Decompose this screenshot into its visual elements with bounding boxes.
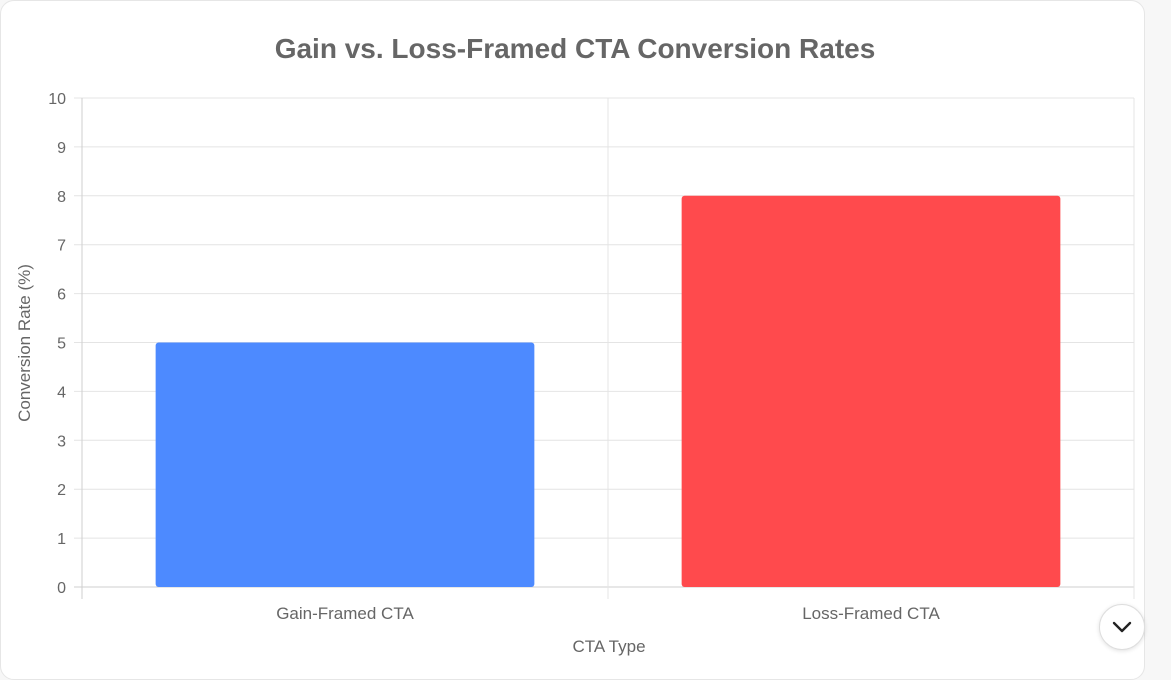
x-tick-label: Gain-Framed CTA	[276, 604, 414, 623]
y-tick-label: 9	[57, 140, 66, 157]
scroll-down-button[interactable]	[1099, 604, 1145, 650]
chart-title: Gain vs. Loss-Framed CTA Conversion Rate…	[275, 33, 876, 64]
y-tick-label: 7	[57, 238, 66, 255]
y-tick-label: 4	[57, 384, 66, 401]
y-axis-label: Conversion Rate (%)	[15, 264, 34, 422]
x-axis-ticks: Gain-Framed CTA Loss-Framed CTA	[276, 604, 940, 623]
chart-area: 0 1 2 3 4 5 6 7 8 9 10 Gain-Framed CTA Loss-Framed …	[7, 24, 1140, 657]
y-tick-label: 2	[57, 482, 66, 499]
y-tick-label: 5	[57, 336, 66, 353]
chevron-down-icon	[1112, 621, 1132, 633]
y-tick-label: 3	[57, 433, 66, 450]
y-axis-ticks: 0 1 2 3 4 5 6 7 8 9 10	[48, 91, 66, 597]
y-tick-label: 10	[48, 91, 66, 108]
x-axis-label: CTA Type	[572, 637, 645, 656]
y-tick-label: 6	[57, 287, 66, 304]
y-tick-label: 0	[57, 580, 66, 597]
bars	[155, 195, 1061, 588]
bar-loss-framed-cta[interactable]	[681, 195, 1061, 588]
y-tick-label: 1	[57, 531, 66, 548]
x-tick-label: Loss-Framed CTA	[802, 604, 940, 623]
bar-gain-framed-cta[interactable]	[155, 342, 535, 588]
bar-chart: 0 1 2 3 4 5 6 7 8 9 10 Gain-Framed CTA Loss-Framed …	[15, 33, 1135, 656]
y-tick-label: 8	[57, 189, 66, 206]
